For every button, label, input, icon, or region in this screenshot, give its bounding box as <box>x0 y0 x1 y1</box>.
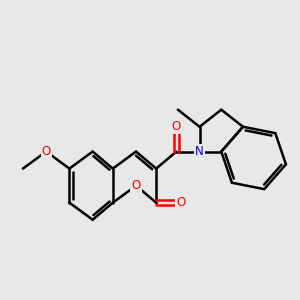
Text: O: O <box>131 179 141 192</box>
Text: O: O <box>172 120 181 133</box>
Text: O: O <box>176 196 186 209</box>
Text: N: N <box>195 145 204 158</box>
Text: O: O <box>41 145 51 158</box>
